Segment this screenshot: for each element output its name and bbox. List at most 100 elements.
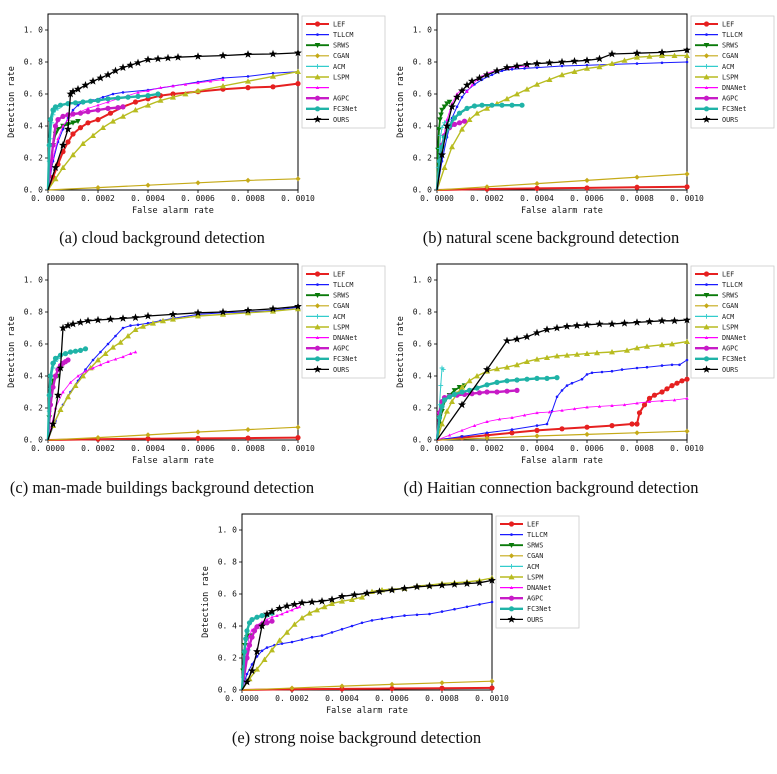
legend-label: OURS <box>333 116 349 124</box>
x-tick-label: 0. 0000 <box>420 444 454 453</box>
y-tick-label: 0. 6 <box>412 340 431 349</box>
series-line <box>46 305 298 441</box>
y-tick-label: 0. 4 <box>218 622 237 631</box>
legend-label: DNANet <box>722 84 747 92</box>
y-axis-label: Detection rate <box>396 66 406 138</box>
legend-label: CGAN <box>722 302 738 310</box>
series-line <box>436 61 687 191</box>
x-tick-label: 0. 0010 <box>475 694 509 703</box>
series-line <box>46 308 298 441</box>
figure-row-1: 0. 0000 0. 0002 0. 0004 0. 0006 0. 0008 0. 00… <box>0 6 777 248</box>
y-tick-label: 0. 4 <box>23 372 42 381</box>
legend-label: FC3Net <box>527 605 552 613</box>
series-TLLCM <box>47 70 299 191</box>
y-tick-label: 0. 8 <box>412 58 431 67</box>
legend-label: TLLCM <box>722 281 742 289</box>
series-OURS <box>241 576 496 691</box>
y-tick-label: 0. 8 <box>412 308 431 317</box>
y-tick-label: 0. 6 <box>218 590 237 599</box>
series-AGPC <box>46 357 71 441</box>
y-tick-label: 0. 0 <box>412 436 431 445</box>
subplot-e: 0. 0000 0. 0002 0. 0004 0. 0006 0. 0008 0. 00… <box>196 506 581 748</box>
x-tick-label: 0. 0002 <box>470 194 504 203</box>
series-line <box>241 680 493 691</box>
legend-label: CGAN <box>722 52 738 60</box>
series-line <box>47 71 298 191</box>
x-tick-label: 0. 0006 <box>375 694 409 703</box>
legend-label: LEF <box>527 520 539 528</box>
y-tick-label: 0. 4 <box>23 122 42 131</box>
y-tick-label: 0. 2 <box>218 654 237 663</box>
y-tick-label: 1. 0 <box>412 276 431 285</box>
y-tick-label: 0. 8 <box>23 58 42 67</box>
x-tick-label: 0. 0008 <box>231 444 265 453</box>
series-AGPC <box>240 618 275 691</box>
x-tick-label: 0. 0002 <box>81 444 115 453</box>
legend-a: LEF TLLCM SRWS CGAN ACM LSPM AGPC FC3Net OURS <box>301 15 385 129</box>
x-tick-label: 0. 0002 <box>81 194 115 203</box>
x-tick-label: 0. 0006 <box>570 444 604 453</box>
axes-frame <box>241 513 493 691</box>
legend-label: TLLCM <box>333 281 353 289</box>
series-line <box>436 185 687 191</box>
legend-label: OURS <box>527 616 543 624</box>
results-figure: 0. 0000 0. 0002 0. 0004 0. 0006 0. 0008 0. 00… <box>0 6 777 748</box>
y-tick-label: 0. 8 <box>23 308 42 317</box>
x-axis-label: False alarm rate <box>521 206 603 216</box>
legend-label: LSPM <box>722 73 738 81</box>
chart-svg-b: 0. 0000 0. 0002 0. 0004 0. 0006 0. 0008 0. 00… <box>396 13 774 216</box>
x-tick-label: 0. 0006 <box>181 194 215 203</box>
caption-d: (d) Haitian connection background detect… <box>403 478 699 497</box>
series-DNANet <box>47 350 137 441</box>
y-tick-label: 0. 0 <box>412 186 431 195</box>
series-line <box>47 426 298 441</box>
series-CGAN <box>47 176 301 191</box>
axes-e: 0. 0000 0. 0002 0. 0004 0. 0006 0. 0008 0. 00… <box>201 513 509 716</box>
y-tick-label: 1. 0 <box>23 26 42 35</box>
series-line <box>435 319 687 441</box>
legend-label: DNANet <box>527 584 552 592</box>
y-axis-label: Detection rate <box>7 66 17 138</box>
x-tick-label: 0. 0004 <box>325 694 359 703</box>
axes-frame <box>436 263 687 441</box>
y-tick-label: 0. 6 <box>412 90 431 99</box>
chart-svg-c: 0. 0000 0. 0002 0. 0004 0. 0006 0. 0008 0. 00… <box>7 263 385 466</box>
series-LSPM <box>435 338 690 441</box>
legend-label: SRWS <box>333 292 349 300</box>
legend-label: ACM <box>333 313 345 321</box>
x-tick-label: 0. 0000 <box>420 194 454 203</box>
x-tick-label: 0. 0004 <box>520 194 554 203</box>
y-tick-label: 0. 8 <box>218 558 237 567</box>
legend-label: ACM <box>722 63 734 71</box>
series-OURS <box>435 45 691 191</box>
legend-label: LSPM <box>333 73 349 81</box>
x-tick-label: 0. 0004 <box>131 194 165 203</box>
y-tick-label: 0. 2 <box>412 404 431 413</box>
x-tick-label: 0. 0000 <box>225 694 259 703</box>
x-tick-label: 0. 0010 <box>670 194 704 203</box>
subplot-b: 0. 0000 0. 0002 0. 0004 0. 0006 0. 0008 0. 00… <box>391 6 776 248</box>
series-TLLCM <box>436 358 688 441</box>
legend-label: OURS <box>722 116 738 124</box>
y-tick-label: 0. 4 <box>412 372 431 381</box>
x-tick-label: 0. 0000 <box>31 444 65 453</box>
series-line <box>435 49 687 191</box>
x-axis-label: False alarm rate <box>326 706 408 716</box>
chart-b: 0. 0000 0. 0002 0. 0004 0. 0006 0. 0008 0. 00… <box>391 6 776 226</box>
y-tick-label: 1. 0 <box>218 526 237 535</box>
chart-c: 0. 0000 0. 0002 0. 0004 0. 0006 0. 0008 0. 00… <box>2 256 387 476</box>
series-OURS <box>46 48 302 191</box>
x-axis-label: False alarm rate <box>521 456 603 466</box>
legend-label: FC3Net <box>333 105 358 113</box>
series-CGAN <box>241 678 495 691</box>
legend-label: FC3Net <box>722 355 747 363</box>
series-OURS <box>46 302 302 441</box>
legend-label: DNANet <box>722 334 747 342</box>
series-line <box>436 430 687 441</box>
legend-label: OURS <box>333 366 349 374</box>
y-tick-label: 1. 0 <box>23 276 42 285</box>
y-tick-label: 0. 0 <box>23 436 42 445</box>
y-tick-label: 0. 6 <box>23 90 42 99</box>
x-tick-label: 0. 0006 <box>181 444 215 453</box>
series-AGPC <box>46 104 126 191</box>
